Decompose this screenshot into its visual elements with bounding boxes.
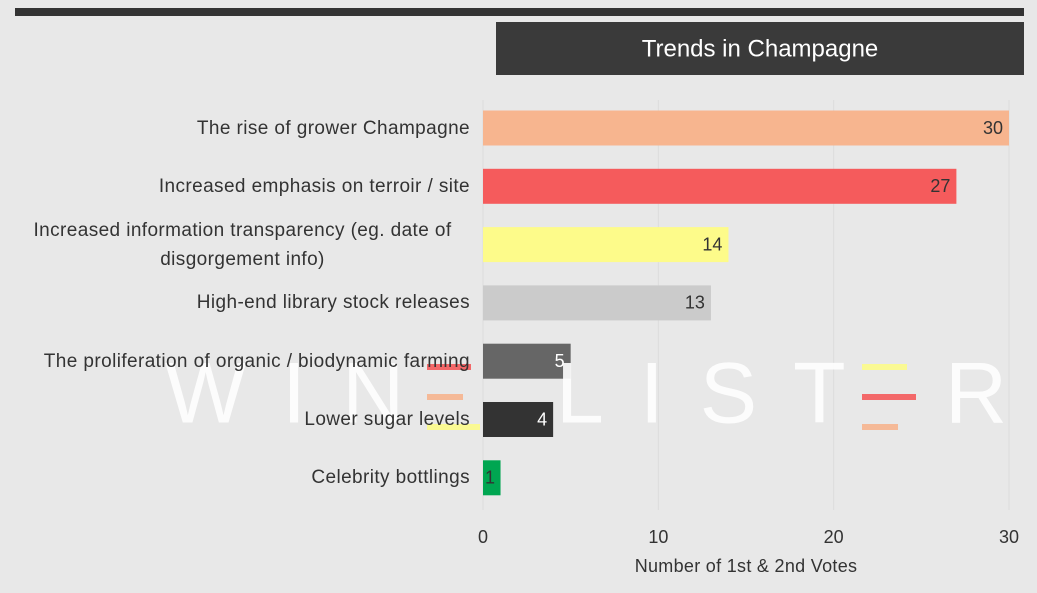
category-label: The rise of grower Champagne [15,88,470,168]
bar [483,168,957,204]
bar [483,402,554,437]
watermark-text: R [945,346,1037,442]
watermark: WIN LIST R [165,346,1037,442]
value-label: 1 [485,468,495,488]
category-label: Increased information transparency (eg. … [15,205,470,285]
category-label: The proliferation of organic / biodynami… [15,321,470,401]
category-label: High-end library stock releases [15,263,470,343]
x-tick-label: 10 [648,527,668,547]
value-label: 13 [685,293,705,313]
category-label: Increased emphasis on terroir / site [15,146,470,226]
category-text: High-end library stock releases [196,292,470,314]
x-tick-label: 0 [478,527,488,547]
bar [483,285,711,321]
value-label: 5 [555,351,565,371]
category-text: The rise of grower Champagne [196,117,470,139]
title-box [496,22,1024,75]
watermark-text: WIN [165,346,440,442]
bar [483,110,1009,146]
category-text: Celebrity bottlings [311,467,470,489]
category-text: Increased emphasis on terroir / site [158,175,470,197]
chart-title: Trends in Champagne [642,35,879,62]
bar [483,343,571,379]
category-text: Increased information transparency (eg. … [33,219,452,270]
top-rule [15,8,1024,16]
category-text: The proliferation of organic / biodynami… [43,350,470,372]
bar [483,227,729,263]
bars: 30 27 14 13 5 4 1 [483,110,1009,496]
category-text: Lower sugar levels [304,409,470,430]
category-label: Celebrity bottlings [15,438,470,518]
category-label: Lower sugar levels [15,380,470,460]
watermark-text: LIST [556,346,882,442]
x-tick-label: 20 [824,527,844,547]
x-axis-label: Number of 1st & 2nd Votes [635,556,858,576]
value-label: 30 [983,118,1003,138]
value-label: 27 [930,176,950,196]
x-tick-label: 30 [999,527,1019,547]
value-label: 4 [537,409,547,429]
bar [483,460,501,496]
value-label: 14 [702,234,722,254]
